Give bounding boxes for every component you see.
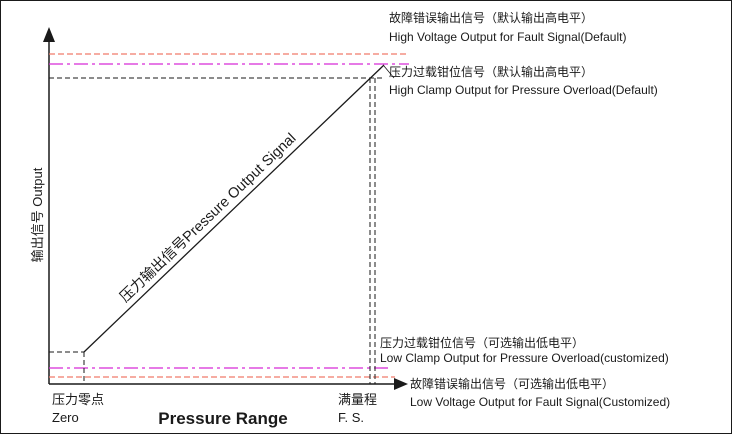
full-scale-label-cn: 满量程 bbox=[338, 393, 377, 408]
x-axis-title: Pressure Range bbox=[158, 409, 287, 428]
y-axis-title: 输出信号 Output bbox=[30, 167, 45, 262]
clamp-high-leader-line bbox=[383, 65, 395, 79]
fault-low-label-en: Low Voltage Output for Fault Signal(Cust… bbox=[410, 395, 670, 409]
clamp-low-label-en: Low Clamp Output for Pressure Overload(c… bbox=[380, 351, 669, 365]
zero-label-en: Zero bbox=[52, 410, 79, 425]
fault-high-label-en: High Voltage Output for Fault Signal(Def… bbox=[389, 30, 626, 44]
fault-low-label-cn: 故障错误输出信号（可选输出低电平） bbox=[410, 376, 614, 391]
pressure-output-signal-line bbox=[83, 64, 385, 353]
zero-label-cn: 压力零点 bbox=[52, 393, 104, 408]
full-scale-label-en: F. S. bbox=[338, 410, 364, 425]
clamp-low-label-cn: 压力过载钳位信号（可选输出低电平） bbox=[380, 335, 584, 350]
clamp-high-label-en: High Clamp Output for Pressure Overload(… bbox=[389, 83, 658, 97]
x-axis-arrow-icon bbox=[394, 378, 408, 390]
clamp-high-label-cn: 压力过载钳位信号（默认输出高电平） bbox=[389, 64, 593, 79]
fault-high-label-cn: 故障错误输出信号（默认输出高电平） bbox=[389, 10, 593, 25]
signal-line-label: 压力输出信号Pressure Output Signal bbox=[116, 130, 299, 306]
y-axis-arrow-icon bbox=[43, 27, 55, 42]
